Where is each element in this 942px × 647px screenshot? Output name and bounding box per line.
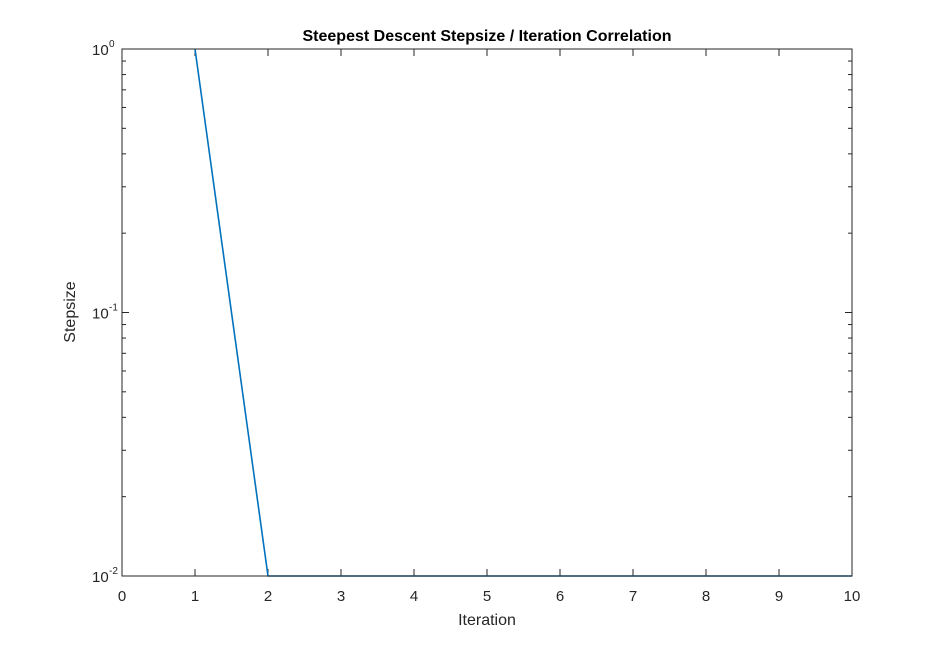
axes-box: [121, 48, 853, 577]
x-tick-label: 4: [410, 588, 418, 605]
x-tick-label: 5: [483, 588, 491, 605]
x-tick-label: 10: [844, 588, 861, 605]
y-tick-exponent: 0: [109, 39, 115, 50]
x-tick-label: 3: [337, 588, 345, 605]
x-tick-label: 9: [775, 588, 783, 605]
y-tick-label: 10 -2: [92, 566, 118, 586]
chart-title: Steepest Descent Stepsize / Iteration Co…: [303, 28, 672, 45]
plot-background: [122, 49, 852, 576]
y-tick-label: 10 0: [92, 39, 115, 59]
x-tick-label: 1: [191, 588, 199, 605]
x-tick-label: 7: [629, 588, 637, 605]
x-tick-label: 8: [702, 588, 710, 605]
y-tick-exponent: -1: [109, 303, 118, 314]
x-tick-label: 0: [118, 588, 126, 605]
x-axis-label: Iteration: [458, 612, 516, 629]
plot-area: [122, 49, 852, 576]
y-tick-base: 10: [92, 42, 109, 59]
y-tick-base: 10: [92, 569, 109, 586]
x-tick-label: 2: [264, 588, 272, 605]
y-tick-base: 10: [92, 306, 109, 323]
x-tick-label: 6: [556, 588, 564, 605]
y-tick-label: 10 -1: [92, 303, 118, 323]
y-axis-label: Stepsize: [62, 281, 79, 342]
y-tick-exponent: -2: [109, 566, 118, 577]
